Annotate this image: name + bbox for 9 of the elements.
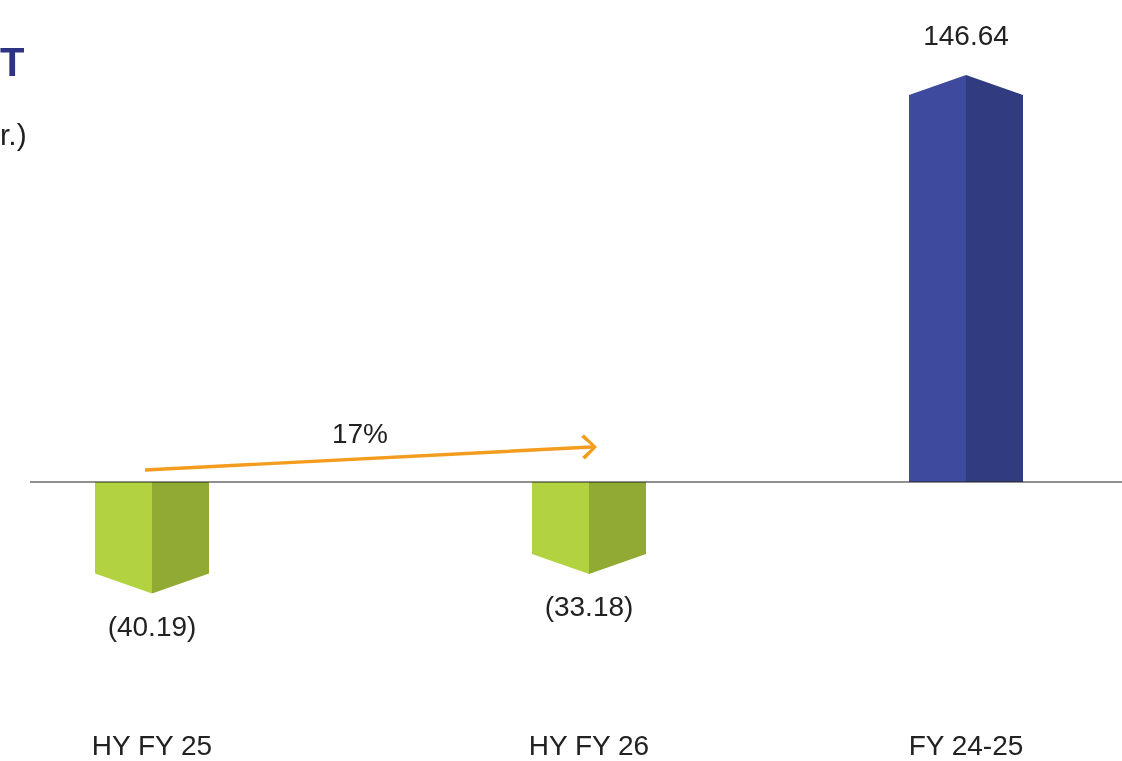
x-tick-label: HY FY 25 <box>91 730 213 761</box>
x-tick-label: FY 24-25 <box>908 730 1024 761</box>
text: r.) <box>0 118 27 151</box>
data-label: 146.64 <box>923 20 1009 51</box>
data-label: (33.18) <box>544 591 634 623</box>
x-tick-label: HY FY 26 <box>528 730 650 761</box>
annotation: 17% <box>331 418 389 449</box>
chart-title: T <box>0 40 25 84</box>
data-label: (40.19) <box>107 610 197 642</box>
